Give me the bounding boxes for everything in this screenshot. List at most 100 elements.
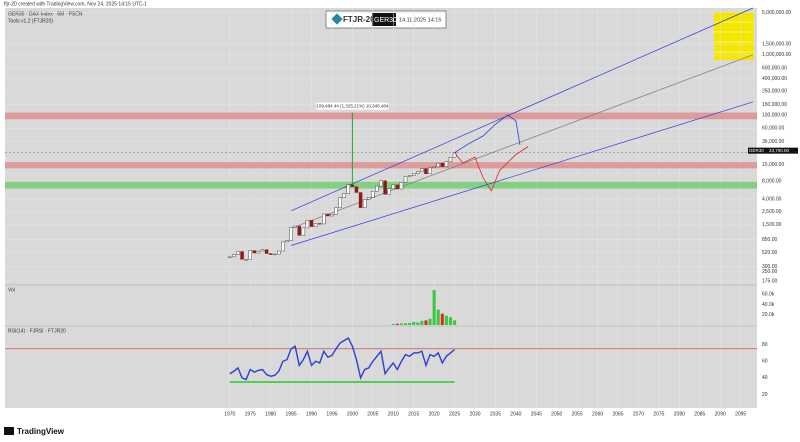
candle <box>420 168 424 172</box>
zone <box>5 162 757 169</box>
candle <box>362 199 367 208</box>
candle <box>354 186 359 193</box>
x-tick-label: 2085 <box>694 411 705 417</box>
candle <box>379 180 383 187</box>
candle <box>383 180 387 195</box>
price-tag-bg <box>768 147 798 154</box>
price-tag-value: 23,700.00 <box>769 148 790 153</box>
brand: TradingView <box>4 427 65 436</box>
candle <box>403 176 408 183</box>
y-tick-label: 60,000.00 <box>762 126 784 132</box>
y-tick-label: 2,500.00 <box>762 209 782 215</box>
badge-text: FTJR-20 <box>343 15 375 24</box>
candle <box>305 219 310 229</box>
volume-bar <box>436 309 440 325</box>
candle <box>252 250 257 254</box>
x-tick-label: 2090 <box>715 411 726 417</box>
candle <box>424 168 428 174</box>
badge: FTJR-20 GER30 14.11.2025 14:15 <box>325 10 447 29</box>
rsi-tick-label: 60 <box>762 359 768 365</box>
volume-bar <box>424 320 428 325</box>
candle <box>244 259 248 261</box>
candle <box>452 152 457 158</box>
x-tick-label: 2025 <box>449 411 460 417</box>
x-tick-label: 2020 <box>429 411 440 417</box>
volume-tick-label: 20.0k <box>762 312 775 318</box>
volume-bar <box>440 313 444 325</box>
candle <box>281 241 285 252</box>
candle <box>342 193 346 198</box>
candle <box>285 240 289 243</box>
candle <box>322 213 326 225</box>
volume-title: Vol <box>8 287 15 293</box>
y-tick-label: 520.00 <box>762 250 778 256</box>
volume-bar <box>391 323 395 325</box>
volume-bar <box>395 323 399 325</box>
rsi-tick-label: 40 <box>762 375 768 381</box>
candle <box>436 162 440 168</box>
x-tick-label: 2035 <box>490 411 501 417</box>
y-tick-label: 850.00 <box>762 237 778 243</box>
candle <box>395 184 400 190</box>
badge-text: GER30 <box>374 17 397 24</box>
header: ftjr-20 created with TradingView.com, No… <box>4 1 147 7</box>
volume-bar <box>448 317 453 325</box>
x-tick-label: 2010 <box>388 411 399 417</box>
y-tick-label: 5,000,000.00 <box>762 10 791 16</box>
candle <box>293 225 297 228</box>
x-tick-label: 2040 <box>510 411 521 417</box>
candle <box>268 253 273 255</box>
badge-text: 14.11.2025 14:15 <box>399 17 441 23</box>
x-tick-label: 2095 <box>735 411 746 417</box>
candle <box>338 197 342 208</box>
x-tick-label: 1980 <box>265 411 276 417</box>
x-tick-label: 2000 <box>347 411 358 417</box>
candle <box>326 213 330 217</box>
candle <box>309 219 314 227</box>
y-tick-label: 100,000.00 <box>762 112 787 118</box>
candle <box>334 207 338 215</box>
candle <box>317 223 322 225</box>
candle <box>416 171 420 174</box>
x-tick-label: 1970 <box>224 411 235 417</box>
y-tick-label: 175.00 <box>762 278 778 284</box>
candle <box>399 182 404 190</box>
y-tick-label: 250.00 <box>762 269 778 275</box>
x-tick-label: 2030 <box>469 411 480 417</box>
candle <box>448 157 453 162</box>
y-tick-label: 1,500,000.00 <box>762 42 791 48</box>
volume-tick-label: 40.0k <box>762 302 775 308</box>
candle <box>346 184 351 194</box>
brand-logo <box>4 427 14 435</box>
projection <box>454 114 521 153</box>
y-tick-label: 300.00 <box>762 264 778 270</box>
volume-bar <box>428 318 432 325</box>
candle <box>228 256 232 258</box>
y-tick-label: 8,000.00 <box>762 178 782 184</box>
y-tick-label: 1,500.00 <box>762 222 782 228</box>
x-tick-label: 1975 <box>245 411 256 417</box>
candle <box>273 253 277 256</box>
volume-bar <box>444 315 448 325</box>
volume-bar <box>403 323 408 325</box>
candle <box>232 254 236 258</box>
candle <box>444 161 449 167</box>
candle <box>330 214 334 217</box>
x-tick-label: 1990 <box>306 411 317 417</box>
y-tick-label: 250,000.00 <box>762 88 787 94</box>
legend-title: GER30 · DAX Index · 6M · PSCN <box>8 11 83 17</box>
x-tick-label: 2075 <box>653 411 664 417</box>
y-tick-label: 400,000.00 <box>762 76 787 82</box>
volume-bar <box>412 321 416 325</box>
price-tag-bg <box>748 147 768 154</box>
candle <box>240 251 244 260</box>
candle <box>236 251 240 255</box>
x-tick-label: 2060 <box>592 411 603 417</box>
candle <box>248 250 252 260</box>
candle <box>358 192 363 208</box>
candle <box>367 197 371 200</box>
y-tick-label: 15,000.00 <box>762 162 784 168</box>
y-tick-label: 4,000.00 <box>762 196 782 202</box>
projection <box>454 146 529 192</box>
